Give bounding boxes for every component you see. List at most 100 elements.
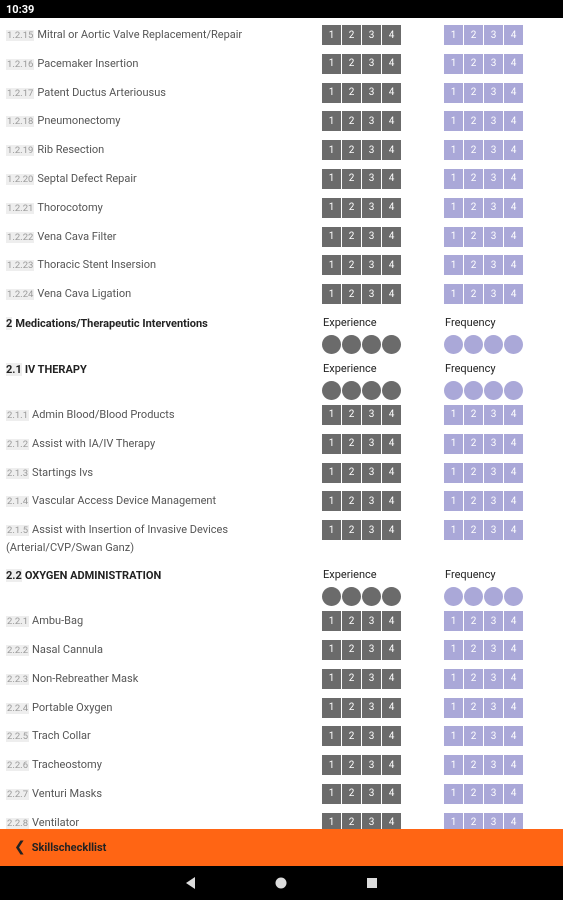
rating-button[interactable]: 2 <box>342 197 361 218</box>
rating-button[interactable]: 2 <box>464 140 483 161</box>
rating-button[interactable]: 4 <box>504 25 523 45</box>
rating-button[interactable]: 1 <box>444 639 463 660</box>
rating-button[interactable]: 1 <box>322 168 341 189</box>
rating-button[interactable]: 2 <box>342 697 361 718</box>
rating-button[interactable]: 4 <box>504 168 523 189</box>
rating-button[interactable]: 1 <box>444 140 463 161</box>
rating-button[interactable]: 4 <box>382 168 401 189</box>
rating-button[interactable]: 3 <box>362 404 381 425</box>
rating-button[interactable]: 4 <box>504 462 523 483</box>
rating-button[interactable]: 2 <box>342 433 361 454</box>
rating-button[interactable]: 4 <box>382 668 401 689</box>
rating-button[interactable]: 1 <box>444 611 463 632</box>
rating-button[interactable]: 4 <box>504 82 523 103</box>
rating-button[interactable]: 2 <box>342 462 361 483</box>
rating-button[interactable]: 3 <box>484 755 503 776</box>
rating-button[interactable]: 3 <box>362 111 381 132</box>
rating-button[interactable]: 3 <box>484 433 503 454</box>
rating-button[interactable]: 4 <box>382 697 401 718</box>
rating-button[interactable]: 3 <box>362 755 381 776</box>
rating-button[interactable]: 2 <box>342 25 361 45</box>
rating-button[interactable]: 3 <box>484 25 503 45</box>
rating-button[interactable]: 1 <box>444 82 463 103</box>
rating-button[interactable]: 3 <box>484 783 503 804</box>
rating-button[interactable]: 3 <box>362 462 381 483</box>
rating-button[interactable]: 3 <box>484 520 503 541</box>
rating-button[interactable]: 2 <box>342 812 361 829</box>
rating-button[interactable]: 3 <box>484 611 503 632</box>
rating-button[interactable]: 1 <box>444 462 463 483</box>
rating-button[interactable]: 1 <box>444 284 463 305</box>
rating-button[interactable]: 3 <box>484 168 503 189</box>
rating-button[interactable]: 2 <box>464 755 483 776</box>
rating-button[interactable]: 3 <box>484 491 503 512</box>
rating-button[interactable]: 2 <box>342 284 361 305</box>
rating-button[interactable]: 1 <box>322 697 341 718</box>
rating-button[interactable]: 2 <box>464 404 483 425</box>
rating-button[interactable]: 2 <box>464 25 483 45</box>
rating-button[interactable]: 4 <box>504 812 523 829</box>
rating-button[interactable]: 4 <box>382 783 401 804</box>
rating-button[interactable]: 2 <box>464 255 483 276</box>
rating-button[interactable]: 2 <box>464 812 483 829</box>
rating-button[interactable]: 3 <box>362 255 381 276</box>
rating-button[interactable]: 2 <box>342 226 361 247</box>
rating-button[interactable]: 2 <box>342 726 361 747</box>
rating-button[interactable]: 4 <box>504 783 523 804</box>
rating-button[interactable]: 1 <box>444 255 463 276</box>
rating-button[interactable]: 2 <box>464 611 483 632</box>
rating-button[interactable]: 4 <box>382 255 401 276</box>
rating-button[interactable]: 1 <box>444 812 463 829</box>
rating-button[interactable]: 4 <box>382 226 401 247</box>
rating-button[interactable]: 3 <box>362 726 381 747</box>
rating-button[interactable]: 4 <box>504 433 523 454</box>
rating-button[interactable]: 1 <box>444 433 463 454</box>
rating-button[interactable]: 2 <box>342 668 361 689</box>
rating-button[interactable]: 4 <box>382 53 401 74</box>
rating-button[interactable]: 1 <box>322 611 341 632</box>
rating-button[interactable]: 4 <box>504 226 523 247</box>
rating-button[interactable]: 3 <box>484 812 503 829</box>
rating-button[interactable]: 1 <box>322 755 341 776</box>
rating-button[interactable]: 2 <box>464 697 483 718</box>
rating-button[interactable]: 3 <box>362 140 381 161</box>
rating-button[interactable]: 2 <box>342 53 361 74</box>
rating-button[interactable]: 3 <box>362 53 381 74</box>
rating-button[interactable]: 4 <box>382 611 401 632</box>
rating-button[interactable]: 1 <box>444 783 463 804</box>
rating-button[interactable]: 1 <box>444 520 463 541</box>
rating-button[interactable]: 3 <box>362 783 381 804</box>
rating-button[interactable]: 1 <box>322 639 341 660</box>
rating-button[interactable]: 2 <box>464 668 483 689</box>
rating-button[interactable]: 3 <box>362 639 381 660</box>
rating-button[interactable]: 4 <box>382 197 401 218</box>
rating-button[interactable]: 4 <box>504 53 523 74</box>
rating-button[interactable]: 1 <box>444 404 463 425</box>
rating-button[interactable]: 4 <box>504 520 523 541</box>
rating-button[interactable]: 2 <box>342 168 361 189</box>
rating-button[interactable]: 2 <box>342 520 361 541</box>
rating-button[interactable]: 1 <box>322 140 341 161</box>
rating-button[interactable]: 2 <box>342 140 361 161</box>
rating-button[interactable]: 4 <box>504 140 523 161</box>
rating-button[interactable]: 1 <box>444 168 463 189</box>
rating-button[interactable]: 2 <box>464 520 483 541</box>
rating-button[interactable]: 1 <box>322 197 341 218</box>
rating-button[interactable]: 2 <box>464 111 483 132</box>
rating-button[interactable]: 2 <box>342 755 361 776</box>
rating-button[interactable]: 3 <box>484 462 503 483</box>
rating-button[interactable]: 2 <box>464 284 483 305</box>
rating-button[interactable]: 4 <box>504 611 523 632</box>
rating-button[interactable]: 2 <box>342 491 361 512</box>
rating-button[interactable]: 1 <box>322 812 341 829</box>
rating-button[interactable]: 1 <box>322 53 341 74</box>
rating-button[interactable]: 4 <box>382 433 401 454</box>
rating-button[interactable]: 3 <box>484 255 503 276</box>
rating-button[interactable]: 1 <box>444 111 463 132</box>
rating-button[interactable]: 2 <box>342 255 361 276</box>
rating-button[interactable]: 1 <box>444 668 463 689</box>
rating-button[interactable]: 2 <box>342 639 361 660</box>
rating-button[interactable]: 4 <box>504 255 523 276</box>
rating-button[interactable]: 2 <box>342 111 361 132</box>
rating-button[interactable]: 4 <box>504 755 523 776</box>
